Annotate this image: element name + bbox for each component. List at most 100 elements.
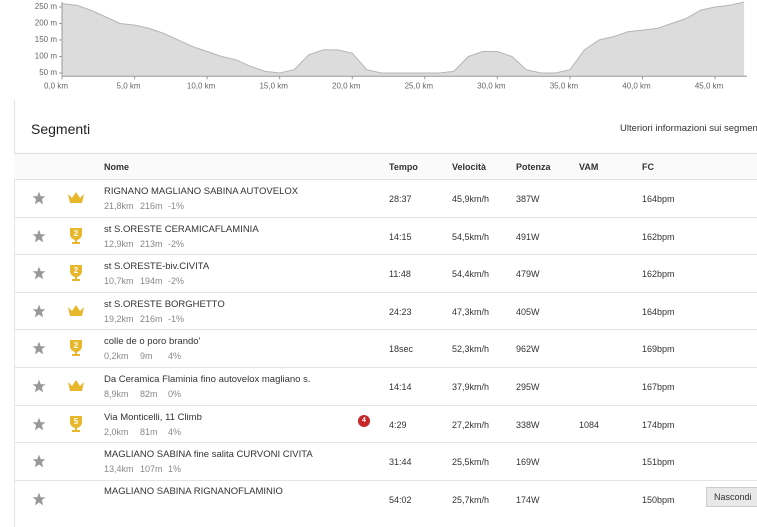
- segment-power: 338W: [516, 419, 540, 430]
- x-tick-label: 0,0 km: [44, 81, 68, 90]
- section-title: Segmenti: [31, 121, 91, 137]
- segment-speed: 54,5km/h: [452, 231, 490, 242]
- x-tick-label: 20,0 km: [332, 81, 361, 90]
- segment-power: 479W: [516, 269, 540, 280]
- star-button[interactable]: [32, 454, 46, 473]
- segment-grade: 0%: [168, 389, 182, 399]
- star-button[interactable]: [32, 191, 46, 210]
- x-tick-label: 45,0 km: [695, 81, 724, 90]
- segment-time: 14:14: [389, 382, 412, 392]
- segment-row: 2 st S.ORESTE CERAMICAFLAMINIA 12,9km 213m -…: [14, 216, 757, 256]
- segment-row: 2 colle de o poro brando' 0,2km 9m 4% 18sec 52…: [14, 329, 757, 368]
- segment-grade: 4%: [168, 351, 182, 362]
- segment-elevation: 216m: [140, 313, 163, 324]
- star-button[interactable]: [32, 379, 46, 398]
- segment-name[interactable]: st S.ORESTE-biv.CIVITA: [104, 261, 210, 273]
- segment-power: 174W: [516, 494, 540, 505]
- star-button[interactable]: [32, 304, 46, 323]
- rank-number: 2: [73, 341, 79, 351]
- segment-distance: 0,2km: [104, 351, 129, 362]
- star-button[interactable]: [32, 417, 46, 436]
- segment-row: 5 Via Monticelli, 11 Climb 2,0km 81m 4% 4 4:29…: [14, 404, 757, 444]
- crown-icon: [67, 191, 85, 210]
- segment-distance: 8,9km: [104, 389, 129, 399]
- x-tick-label: 10,0 km: [187, 81, 216, 90]
- segment-distance: 10,7km: [104, 276, 134, 287]
- segment-elevation: 107m: [140, 464, 163, 475]
- rank-number: 2: [73, 266, 79, 276]
- segment-grade: 4%: [168, 426, 182, 437]
- elevation-line: [61, 1, 745, 74]
- segment-speed: 52,3km/h: [452, 344, 490, 355]
- segment-power: 295W: [516, 382, 540, 392]
- segment-hr: 169bpm: [642, 344, 675, 355]
- segment-elevation: 81m: [140, 426, 158, 437]
- segment-grade: -1%: [168, 201, 185, 211]
- segment-name[interactable]: MAGLIANO SABINA RIGNANOFLAMINIO: [104, 485, 283, 497]
- segment-row: Da Ceramica Flaminia fino autovelox magl…: [14, 367, 757, 406]
- segment-power: 962W: [516, 344, 540, 355]
- segment-hr: 174bpm: [642, 419, 675, 430]
- segment-distance: 19,2km: [104, 313, 134, 324]
- y-tick-label: 150 m: [35, 35, 58, 44]
- segment-time: 11:48: [389, 269, 411, 280]
- segment-vam: 1084: [579, 419, 600, 430]
- segment-power: 387W: [516, 194, 540, 204]
- x-tick-label: 30,0 km: [477, 81, 506, 90]
- segment-row: MAGLIANO SABINA fine salita CURVONI CIVI…: [14, 442, 757, 481]
- x-tick-label: 15,0 km: [259, 81, 288, 90]
- segment-row: 2 st S.ORESTE-biv.CIVITA 10,7km 194m -2% 11:4…: [14, 254, 757, 293]
- segment-hr: 164bpm: [642, 194, 675, 204]
- segment-hr: 162bpm: [642, 231, 675, 242]
- segment-speed: 45,9km/h: [452, 194, 490, 204]
- trophy-icon: 2: [67, 264, 85, 282]
- segment-grade: 1%: [168, 464, 182, 475]
- hide-button[interactable]: Nascondi: [706, 487, 757, 507]
- segment-elevation: 194m: [140, 276, 163, 287]
- more-link[interactable]: Ulteriori informazioni sui segmen: [620, 123, 757, 134]
- star-button[interactable]: [32, 341, 46, 360]
- segment-grade: -1%: [168, 313, 185, 324]
- segment-name[interactable]: RIGNANO MAGLIANO SABINA AUTOVELOX: [104, 186, 299, 197]
- segment-name[interactable]: colle de o poro brando': [104, 336, 201, 348]
- y-tick-label: 50 m: [39, 68, 57, 77]
- star-button[interactable]: [32, 229, 46, 248]
- segment-row: MAGLIANO SABINA RIGNANOFLAMINIO 54:02 25,7…: [14, 479, 757, 519]
- segment-grade: -2%: [168, 276, 185, 287]
- trophy-icon: 5: [67, 415, 85, 433]
- segment-hr: 150bpm: [642, 494, 675, 505]
- segment-hr: 162bpm: [642, 269, 675, 280]
- segment-hr: 167bpm: [642, 382, 675, 392]
- segment-grade: -2%: [168, 238, 185, 249]
- table-header: Nome Tempo Velocità Potenza VAM FC: [14, 153, 757, 180]
- segment-speed: 27,2km/h: [452, 419, 490, 430]
- segment-name[interactable]: Da Ceramica Flaminia fino autovelox magl…: [104, 374, 311, 385]
- segment-distance: 12,9km: [104, 238, 134, 249]
- segment-distance: 2,0km: [104, 426, 129, 437]
- segment-power: 405W: [516, 306, 540, 317]
- segment-row: st S.ORESTE BORGHETTO 19,2km 216m -1% 24:23 4…: [14, 291, 757, 331]
- elevation-area: [62, 2, 745, 77]
- x-tick-label: 40,0 km: [622, 81, 651, 90]
- x-tick-label: 25,0 km: [405, 81, 434, 90]
- segment-time: 54:02: [389, 494, 412, 505]
- segment-elevation: 82m: [140, 389, 158, 399]
- segment-speed: 37,9km/h: [452, 382, 490, 392]
- segment-name[interactable]: st S.ORESTE BORGHETTO: [104, 298, 225, 310]
- segment-hr: 164bpm: [642, 306, 675, 317]
- rank-number: 5: [73, 416, 79, 426]
- star-button[interactable]: [32, 266, 46, 285]
- segment-name[interactable]: st S.ORESTE CERAMICAFLAMINIA: [104, 223, 259, 235]
- segment-name[interactable]: MAGLIANO SABINA fine salita CURVONI CIVI…: [104, 449, 313, 461]
- segment-speed: 54,4km/h: [452, 269, 490, 280]
- segment-elevation: 9m: [140, 351, 153, 362]
- rank-number: 2: [73, 228, 79, 238]
- star-button[interactable]: [32, 492, 46, 511]
- segment-time: 18sec: [389, 344, 414, 355]
- segment-name[interactable]: Via Monticelli, 11 Climb: [104, 411, 202, 423]
- segment-time: 28:37: [389, 194, 412, 204]
- segment-power: 169W: [516, 457, 540, 468]
- x-tick-label: 5,0 km: [117, 81, 141, 90]
- segment-speed: 25,7km/h: [452, 494, 490, 505]
